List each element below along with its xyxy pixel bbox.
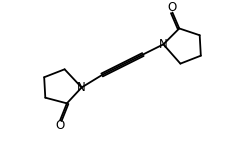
Text: O: O [168,1,177,14]
Text: N: N [77,81,86,94]
Text: N: N [159,38,168,51]
Text: O: O [55,119,65,132]
